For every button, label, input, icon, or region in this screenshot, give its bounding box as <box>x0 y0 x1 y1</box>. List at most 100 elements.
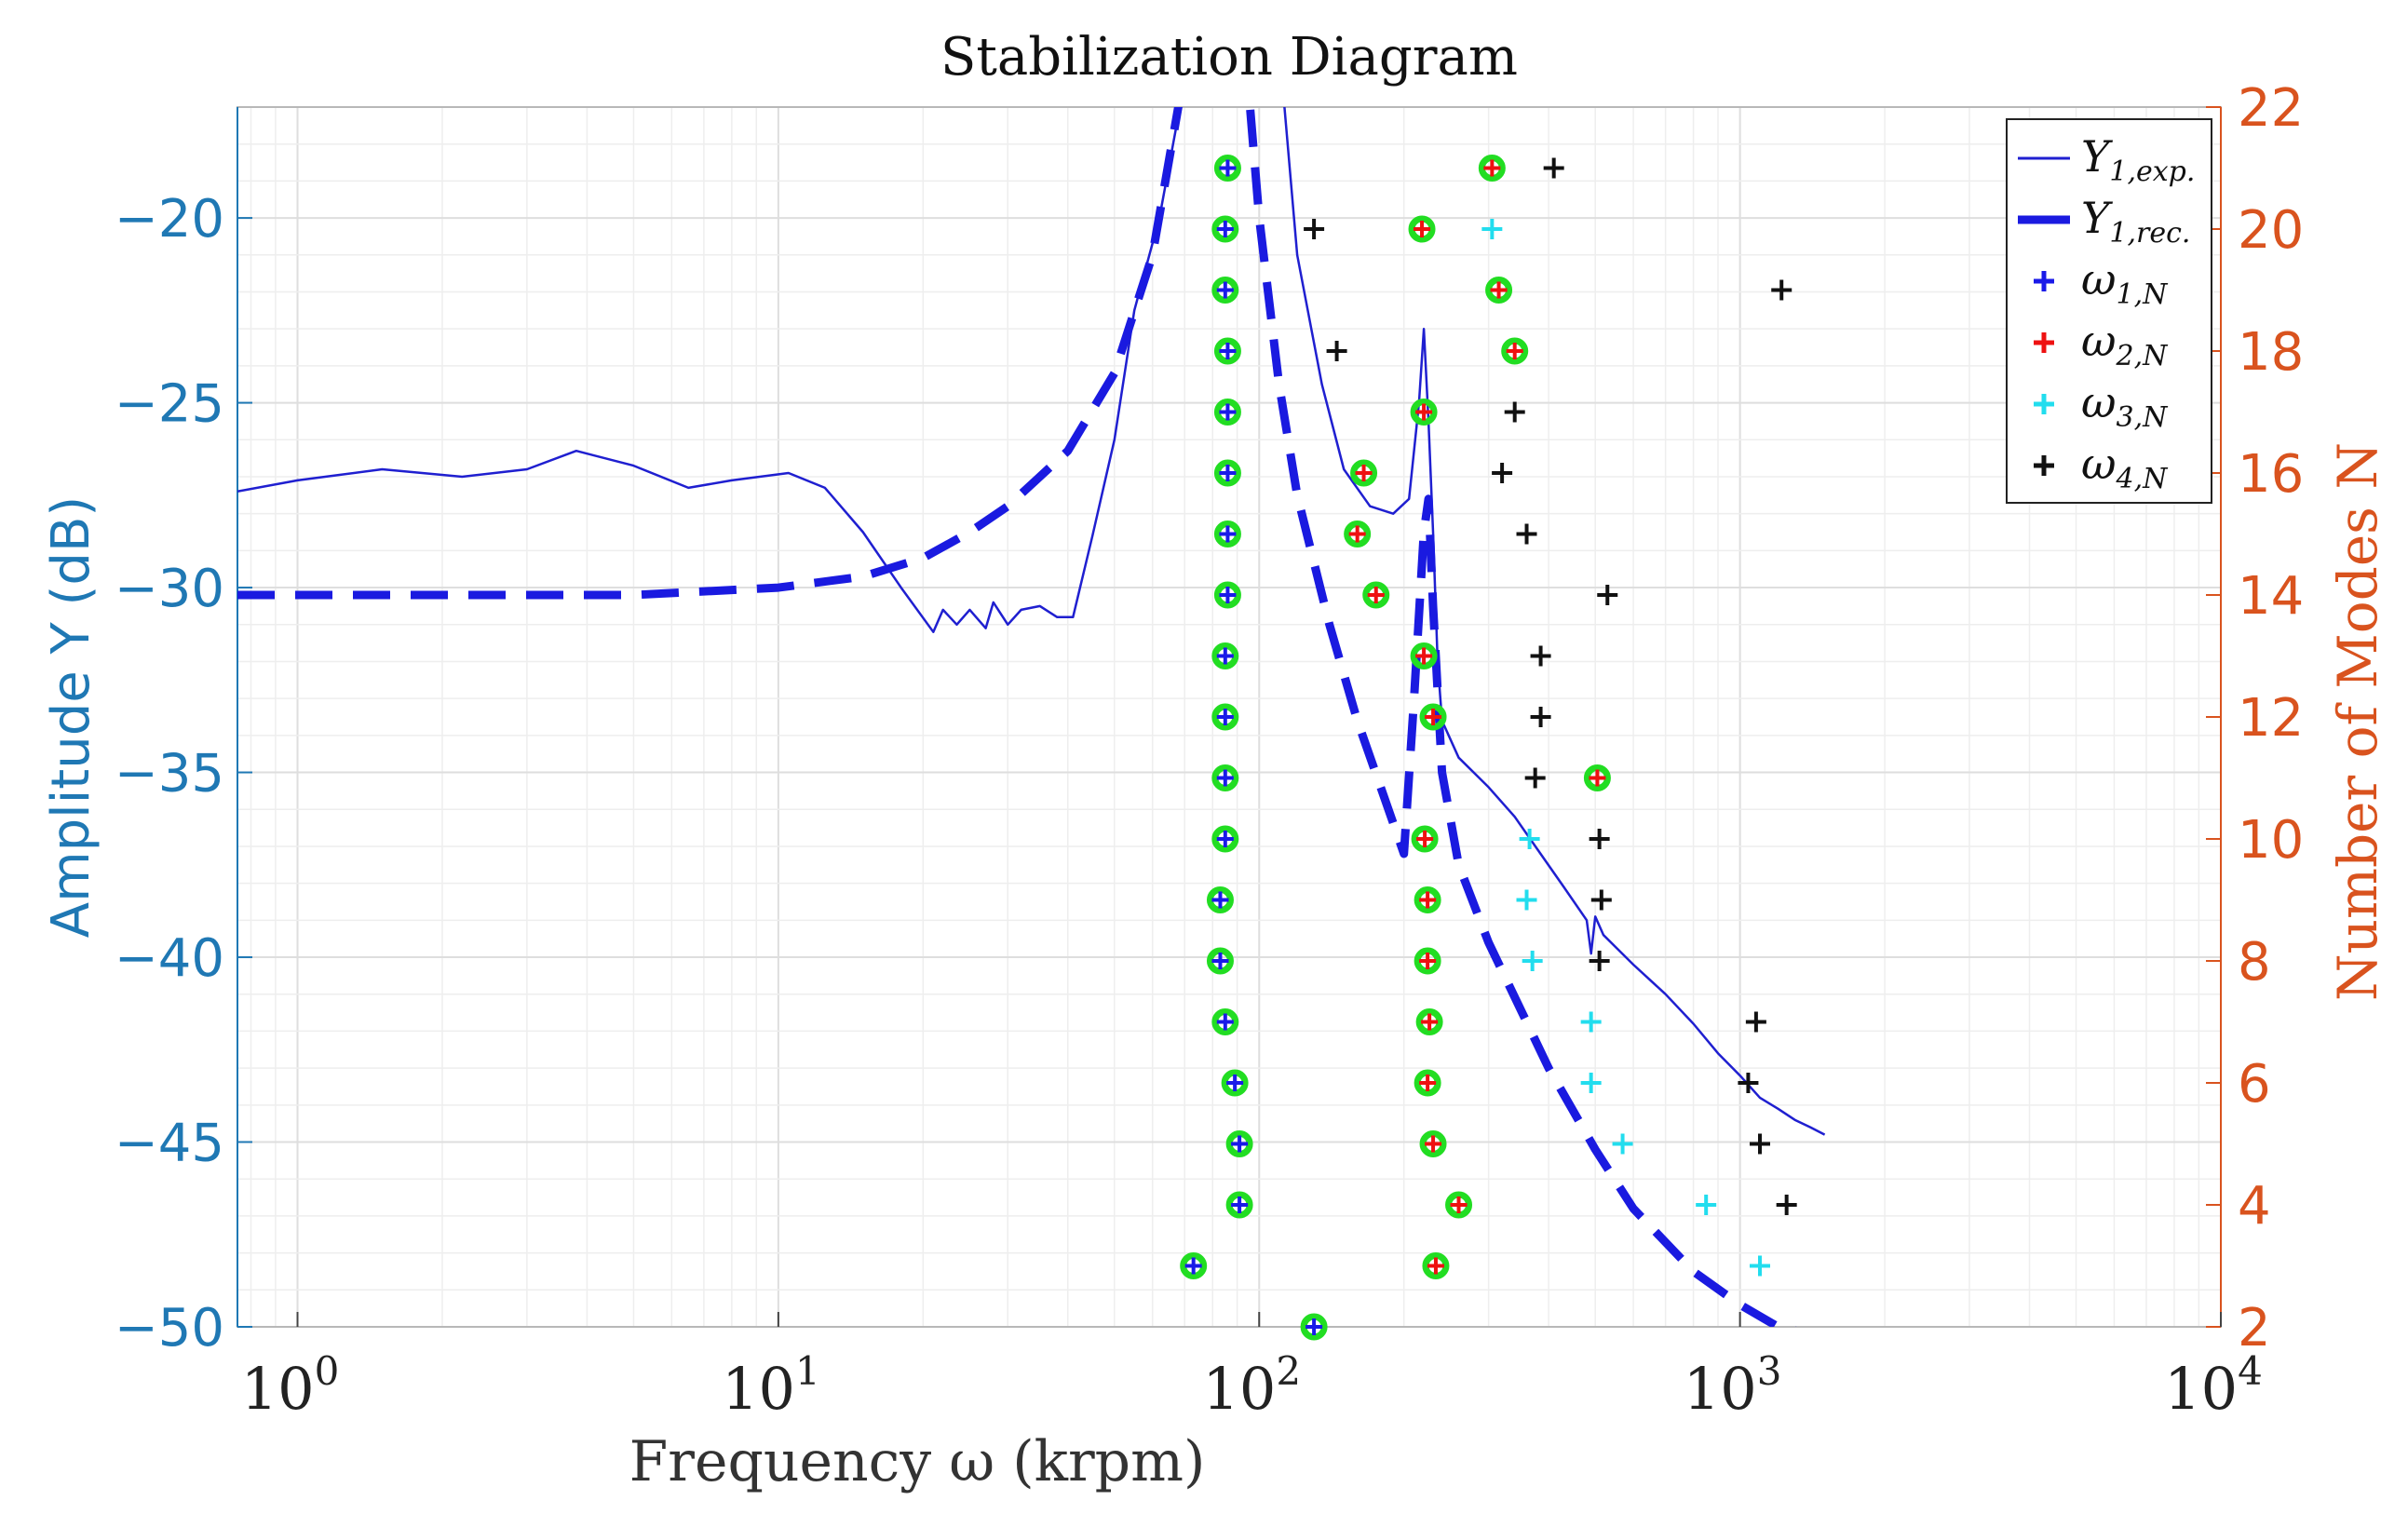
point-w2 <box>1415 1008 1443 1035</box>
point-w2 <box>1501 337 1529 365</box>
legend: Y1,exp.Y1,rec.ω1,Nω2,Nω3,Nω4,N <box>2006 118 2212 504</box>
legend-entry-rec: Y1,rec. <box>2018 193 2190 250</box>
point-w2 <box>1410 642 1438 669</box>
legend-label-base: ω <box>2081 377 2117 427</box>
point-w3 <box>1750 1255 1771 1277</box>
x-tick-base: 10 <box>1202 1355 1276 1423</box>
right-tick-label: 10 <box>2238 810 2304 871</box>
point-w4 <box>1597 585 1618 605</box>
left-y-axis-label: Amplitude Y (dB) <box>41 496 101 938</box>
stable-ring <box>1422 1252 1450 1279</box>
point-w3 <box>1522 951 1543 971</box>
point-w2 <box>1583 764 1611 791</box>
point-w2 <box>1414 1069 1441 1097</box>
stable-ring <box>1485 277 1513 304</box>
stable-ring <box>1410 642 1438 669</box>
stable-ring <box>1211 642 1239 669</box>
legend-label: Y1,rec. <box>2081 193 2190 250</box>
point-w1 <box>1211 215 1239 243</box>
point-w2 <box>1478 155 1506 182</box>
stable-ring <box>1419 1130 1447 1157</box>
stable-ring <box>1414 1069 1441 1097</box>
x-tick-label: 104 <box>2164 1348 2263 1423</box>
point-w2 <box>1411 825 1439 853</box>
series-line-exp <box>237 107 1826 1136</box>
point-w1 <box>1180 1252 1208 1279</box>
stable-ring <box>1211 1008 1239 1035</box>
line-series <box>237 107 1826 1327</box>
point-w1 <box>1213 337 1241 365</box>
right-y-axis: 22 20 18 16 14 12 10 8 6 4 2 <box>2206 78 2304 1359</box>
stable-ring <box>1225 1191 1253 1219</box>
point-w1 <box>1221 1069 1249 1097</box>
legend-label-base: ω <box>2081 316 2117 366</box>
legend-label-base: ω <box>2081 439 2117 489</box>
legend-label-subscript: 1,N <box>2117 278 2170 311</box>
stable-ring <box>1213 581 1241 609</box>
stable-ring <box>1419 703 1447 731</box>
stable-ring <box>1410 399 1438 426</box>
stable-ring <box>1211 277 1239 304</box>
stable-ring <box>1362 581 1390 609</box>
legend-entry-exp: Y1,exp. <box>2018 131 2195 188</box>
point-w1 <box>1211 1008 1239 1035</box>
stable-ring <box>1213 155 1241 182</box>
right-tick-label: 6 <box>2238 1054 2271 1115</box>
legend-label-subscript: 4,N <box>2116 463 2170 495</box>
stable-ring <box>1445 1191 1473 1219</box>
left-tick-label: −35 <box>115 744 224 804</box>
stable-ring <box>1213 520 1241 547</box>
stable-ring <box>1213 399 1241 426</box>
legend-box <box>2006 118 2212 504</box>
x-tick-exponent: 3 <box>1757 1348 1782 1394</box>
point-w4 <box>1750 1133 1771 1155</box>
right-tick-label: 18 <box>2238 322 2304 383</box>
x-tick-base: 10 <box>1684 1355 1757 1423</box>
right-y-axis-label: Number of Modes N <box>2326 442 2389 1001</box>
stable-ring <box>1501 337 1529 365</box>
point-w1 <box>1225 1130 1253 1157</box>
x-axis-label: Frequency ω (krpm) <box>629 1429 1206 1494</box>
stable-ring <box>1415 1008 1443 1035</box>
point-w2 <box>1410 399 1438 426</box>
legend-label: Y1,exp. <box>2081 131 2195 188</box>
point-w2 <box>1344 520 1372 547</box>
point-w2 <box>1414 886 1441 913</box>
stable-ring <box>1211 764 1239 791</box>
x-tick-label: 100 <box>241 1348 340 1423</box>
point-w4 <box>1771 279 1792 301</box>
legend-label-base: Y <box>2081 131 2114 182</box>
left-tick-label: −30 <box>115 559 224 619</box>
point-w4 <box>1745 1011 1766 1033</box>
chart-title: Stabilization Diagram <box>940 27 1518 88</box>
point-w1 <box>1211 277 1239 304</box>
stable-ring <box>1414 886 1441 913</box>
right-tick-label: 12 <box>2238 688 2304 749</box>
x-tick-exponent: 0 <box>315 1348 340 1394</box>
point-w2 <box>1445 1191 1473 1219</box>
stable-ring <box>1300 1313 1328 1341</box>
legend-label: ω1,N <box>2081 254 2169 311</box>
x-tick-label: 103 <box>1684 1348 1782 1423</box>
right-tick-label: 22 <box>2238 78 2304 139</box>
stable-ring <box>1213 459 1241 487</box>
point-w2 <box>1414 947 1441 975</box>
point-w4 <box>1530 645 1551 667</box>
point-w4 <box>1589 829 1610 849</box>
right-tick-label: 20 <box>2238 200 2304 261</box>
point-w3 <box>1519 829 1540 849</box>
stable-ring <box>1411 825 1439 853</box>
legend-label-base: Y <box>2081 193 2114 243</box>
point-w3 <box>1481 219 1503 239</box>
stable-ring <box>1583 764 1611 791</box>
x-tick-base: 10 <box>722 1355 795 1423</box>
point-w3 <box>1580 1073 1602 1093</box>
point-w1 <box>1213 155 1241 182</box>
x-tick-label: 101 <box>722 1348 820 1423</box>
stable-ring <box>1344 520 1372 547</box>
stable-ring <box>1478 155 1506 182</box>
point-w1 <box>1213 581 1241 609</box>
point-w1 <box>1206 947 1234 975</box>
point-w4 <box>1543 157 1564 179</box>
right-tick-label: 8 <box>2238 932 2271 993</box>
